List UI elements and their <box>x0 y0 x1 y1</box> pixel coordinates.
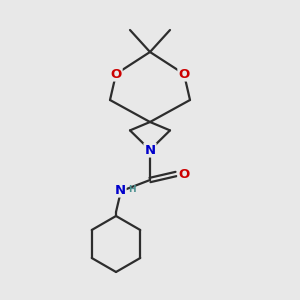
Text: O: O <box>178 167 190 181</box>
Text: O: O <box>178 68 190 80</box>
Text: N: N <box>144 143 156 157</box>
Text: N: N <box>114 184 126 196</box>
Text: O: O <box>110 68 122 80</box>
Text: H: H <box>128 184 136 194</box>
